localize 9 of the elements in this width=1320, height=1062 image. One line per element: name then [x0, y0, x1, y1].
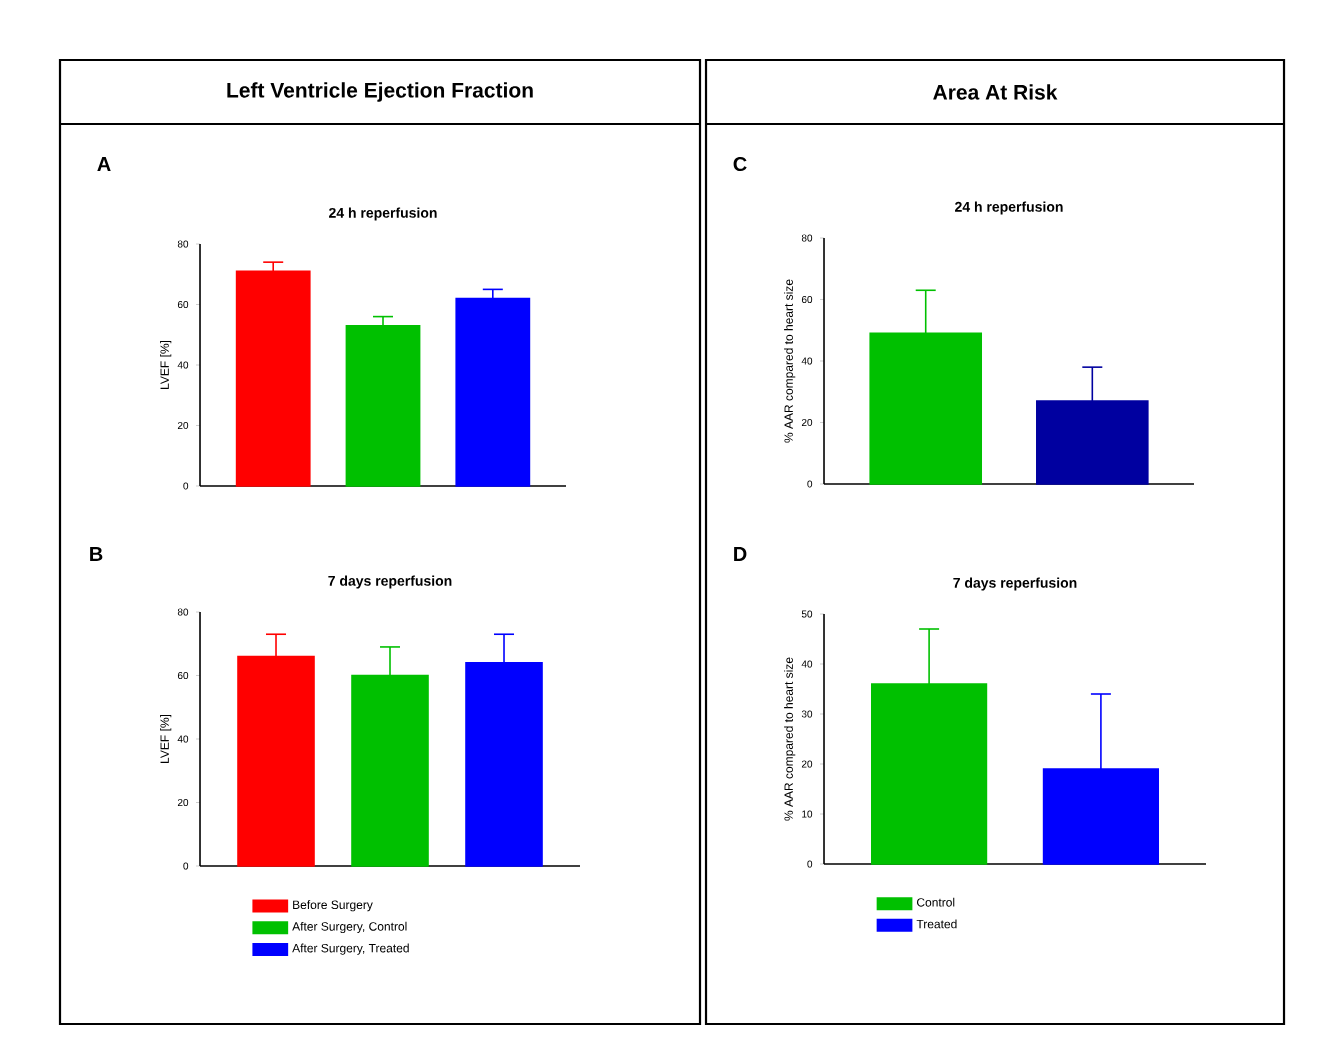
text: B	[90, 547, 103, 561]
bar	[235, 270, 311, 487]
text: C	[733, 156, 747, 172]
bar	[345, 324, 421, 487]
text: A	[97, 157, 111, 171]
text: Left Ventricle Ejection Fraction	[227, 82, 533, 102]
bar	[455, 297, 531, 487]
text: Area At Risk	[933, 84, 1058, 100]
text: D	[734, 547, 747, 561]
